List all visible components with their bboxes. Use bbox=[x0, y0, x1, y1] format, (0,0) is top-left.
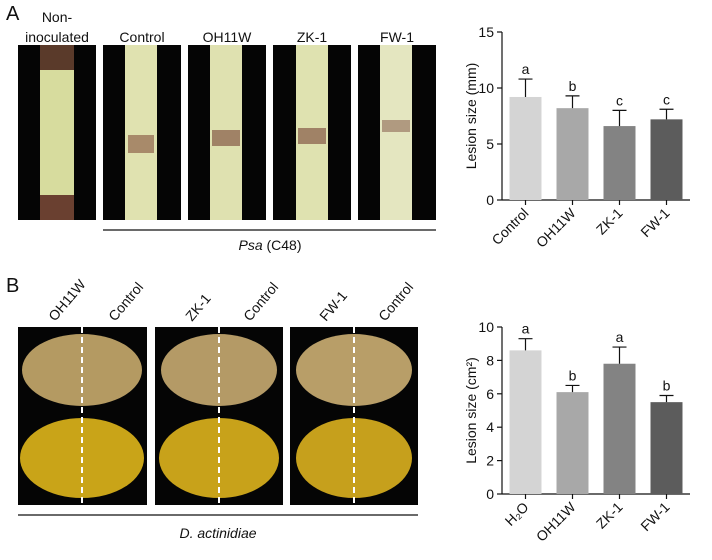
error-bar bbox=[518, 78, 533, 97]
photo-label: Control bbox=[240, 279, 281, 324]
bar bbox=[509, 96, 542, 200]
error-bar bbox=[518, 338, 533, 351]
group-label: Psa (C48) bbox=[238, 237, 301, 253]
significance-letter: b bbox=[569, 78, 577, 94]
bar bbox=[603, 363, 636, 494]
x-tick-label: ZK-1 bbox=[593, 499, 626, 532]
stem-photos bbox=[18, 45, 436, 220]
bar bbox=[650, 119, 683, 200]
bar bbox=[556, 108, 589, 200]
y-tick-label: 10 bbox=[478, 80, 494, 96]
photo-label: Control bbox=[119, 29, 164, 45]
significance-letter: c bbox=[663, 91, 670, 107]
panel-label: B bbox=[6, 275, 19, 297]
y-axis-label: Lesion size (cm²) bbox=[463, 357, 479, 464]
fruit-photos bbox=[18, 327, 418, 505]
photo-label: Control bbox=[105, 279, 146, 324]
significance-letter: b bbox=[569, 367, 577, 383]
photo-label: OH11W bbox=[203, 29, 253, 45]
y-axis-label: Lesion size (mm) bbox=[463, 63, 479, 170]
y-tick-label: 4 bbox=[486, 419, 494, 435]
photo-label: inoculated bbox=[25, 29, 89, 45]
photo-label: Control bbox=[375, 279, 416, 324]
x-tick-label: FW-1 bbox=[637, 499, 672, 534]
photo-label: OH11W bbox=[45, 276, 89, 324]
significance-letter: b bbox=[663, 377, 671, 393]
photo-label: FW-1 bbox=[380, 29, 414, 45]
y-tick-label: 10 bbox=[478, 319, 494, 335]
x-tick-label: FW-1 bbox=[637, 205, 672, 240]
group-label-italic: Psa bbox=[238, 237, 262, 253]
photo-label: FW-1 bbox=[316, 287, 350, 323]
x-tick-label: H₂O bbox=[502, 499, 532, 529]
bar bbox=[603, 126, 636, 200]
error-bar bbox=[659, 108, 674, 120]
bar bbox=[650, 402, 683, 494]
x-tick-label: OH11W bbox=[533, 204, 579, 250]
panel-label: A bbox=[6, 3, 20, 25]
y-tick-label: 0 bbox=[486, 486, 494, 502]
photo-label: ZK-1 bbox=[297, 29, 328, 45]
y-tick-label: 15 bbox=[478, 24, 494, 40]
significance-letter: a bbox=[616, 329, 624, 345]
photo-label: Non- bbox=[42, 9, 73, 25]
error-bar bbox=[612, 346, 627, 364]
photo-label: ZK-1 bbox=[182, 290, 214, 324]
y-tick-label: 5 bbox=[486, 136, 494, 152]
bar bbox=[509, 350, 542, 494]
x-tick-label: OH11W bbox=[533, 498, 579, 544]
error-bar bbox=[612, 109, 627, 127]
y-tick-label: 0 bbox=[486, 192, 494, 208]
error-bar bbox=[565, 384, 580, 393]
y-tick-label: 2 bbox=[486, 453, 494, 469]
significance-letter: a bbox=[522, 61, 530, 77]
error-bar bbox=[659, 394, 674, 403]
bar bbox=[556, 392, 589, 494]
group-label: D. actinidiae bbox=[179, 525, 256, 541]
y-tick-label: 8 bbox=[486, 352, 494, 368]
error-bar bbox=[565, 95, 580, 109]
group-label-rest: (C48) bbox=[263, 237, 302, 253]
y-tick-label: 6 bbox=[486, 386, 494, 402]
significance-letter: a bbox=[522, 321, 530, 337]
significance-letter: c bbox=[616, 92, 623, 108]
x-tick-label: ZK-1 bbox=[593, 205, 626, 238]
x-tick-label: Control bbox=[488, 205, 531, 248]
